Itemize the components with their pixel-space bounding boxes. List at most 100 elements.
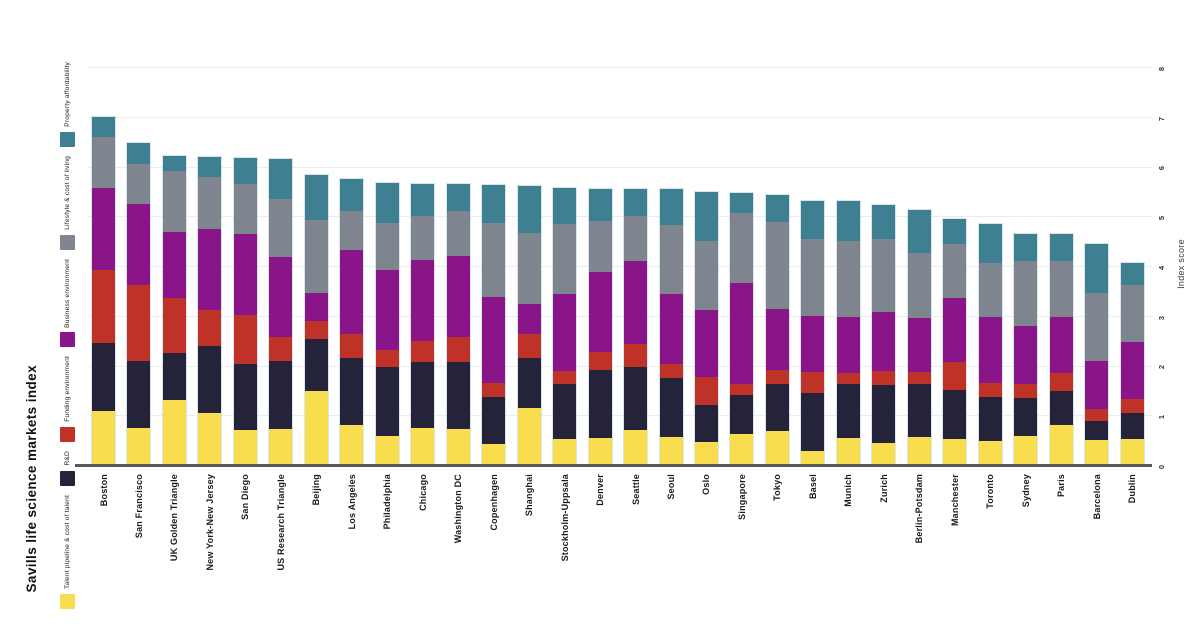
bar-paris <box>1049 233 1073 465</box>
bar-segment <box>517 304 541 335</box>
bar-segment <box>765 308 789 370</box>
x-axis-label: Chicago <box>418 474 428 516</box>
x-axis-label-text: Denver <box>595 474 606 506</box>
bar-segment <box>624 261 648 345</box>
x-axis-label: Seoul <box>666 474 676 505</box>
bar-segment <box>801 451 825 465</box>
x-axis-label-text: Copenhagen <box>488 474 499 531</box>
x-axis-label-text: Sydney <box>1020 474 1031 508</box>
bar-segment <box>801 201 825 240</box>
legend-swatch <box>59 427 75 443</box>
bar-segment <box>233 364 257 431</box>
bar-segment <box>907 436 931 465</box>
bar-segment <box>198 346 222 414</box>
bar-segment <box>304 320 328 339</box>
legend-item: Business environment <box>59 259 75 348</box>
bar-segment <box>198 156 222 178</box>
bar-segment <box>872 385 896 443</box>
y-axis-tick-text: 6 <box>1157 166 1166 171</box>
y-axis-tick-text: 4 <box>1157 265 1166 270</box>
x-axis-label-text: Seattle <box>630 474 641 505</box>
x-axis-label: Stockholm-Uppsala <box>560 474 570 566</box>
bar-segment <box>730 193 754 213</box>
bar-segment <box>553 188 577 225</box>
gridline <box>88 365 1152 367</box>
bar-stockholm-uppsala <box>553 188 577 465</box>
bar-segment <box>1120 413 1144 439</box>
bar-chicago <box>411 183 435 465</box>
bar-segment <box>1085 361 1109 410</box>
chart-title: Savills life science markets index <box>24 364 39 592</box>
legend-swatch <box>59 234 75 250</box>
bar-san-francisco <box>127 143 151 465</box>
bar-segment <box>162 231 186 298</box>
bar-segment <box>446 183 470 212</box>
bar-new-york-new-jersey <box>198 156 222 465</box>
x-axis-label: San Diego <box>240 474 250 525</box>
bar-segment <box>553 294 577 371</box>
bar-segment <box>836 437 860 465</box>
bar-segment <box>92 343 115 412</box>
bar-segment <box>836 240 860 317</box>
bar-segment <box>588 272 612 352</box>
bar-segment <box>730 212 754 283</box>
bar-segment <box>482 383 506 397</box>
x-axis-label-text: Munich <box>843 474 854 507</box>
bar-segment <box>694 404 718 443</box>
bar-segment <box>198 413 222 465</box>
x-axis-label-text: Zurich <box>878 474 889 503</box>
bar-segment <box>92 411 115 465</box>
bar-segment <box>92 270 115 344</box>
bar-segment <box>1120 341 1144 399</box>
bar-segment <box>907 371 931 384</box>
bar-segment <box>304 220 328 293</box>
x-axis-label-text: San Diego <box>240 474 251 520</box>
x-axis-label-text: Washington DC <box>453 474 464 544</box>
x-axis-label: Singapore <box>737 474 747 525</box>
bar-segment <box>1049 390 1073 425</box>
bar-segment <box>588 188 612 221</box>
bar-washington-dc <box>446 183 470 465</box>
bar-segment <box>127 164 151 205</box>
bar-berlin-potsdam <box>907 210 931 465</box>
bar-segment <box>233 184 257 235</box>
legend-swatch <box>59 131 75 147</box>
x-axis-label-text: Singapore <box>736 474 747 520</box>
legend-label: Funding environment <box>63 356 71 423</box>
x-axis-label: US Research Triangle <box>276 474 286 576</box>
bar-segment <box>730 433 754 465</box>
bar-segment <box>446 428 470 465</box>
x-axis-label-text: Shanghai <box>524 474 535 517</box>
bar-segment <box>553 224 577 295</box>
bar-segment <box>1014 436 1038 465</box>
bar-segment <box>269 198 293 258</box>
bar-tokyo <box>765 194 789 465</box>
bar-segment <box>340 334 364 359</box>
bar-segment <box>907 383 931 437</box>
bar-segment <box>624 215 648 262</box>
bar-segment <box>375 366 399 436</box>
legend-item: Property affordability <box>59 62 75 147</box>
x-axis-label: San Francisco <box>134 474 144 543</box>
bar-segment <box>482 222 506 298</box>
y-axis-tick: 4 <box>1157 257 1166 275</box>
x-axis-label: Beijing <box>311 474 321 510</box>
legend-label: Lifestyle & cost of living <box>63 155 71 230</box>
bar-segment <box>659 436 683 465</box>
bar-segment <box>233 315 257 365</box>
bar-segment <box>907 252 931 318</box>
bar-segment <box>340 425 364 465</box>
bar-segment <box>694 192 718 241</box>
bar-segment <box>269 337 293 362</box>
bar-segment <box>801 316 825 372</box>
bar-segment <box>446 256 470 338</box>
bar-segment <box>1014 398 1038 437</box>
bar-segment <box>1049 261 1073 318</box>
bar-segment <box>162 155 186 171</box>
bar-segment <box>304 338 328 391</box>
bar-segment <box>624 344 648 367</box>
bar-segment <box>304 390 328 465</box>
y-axis-tick-text: 2 <box>1157 365 1166 370</box>
bar-segment <box>162 352 186 400</box>
bar-segment <box>1120 398 1144 414</box>
